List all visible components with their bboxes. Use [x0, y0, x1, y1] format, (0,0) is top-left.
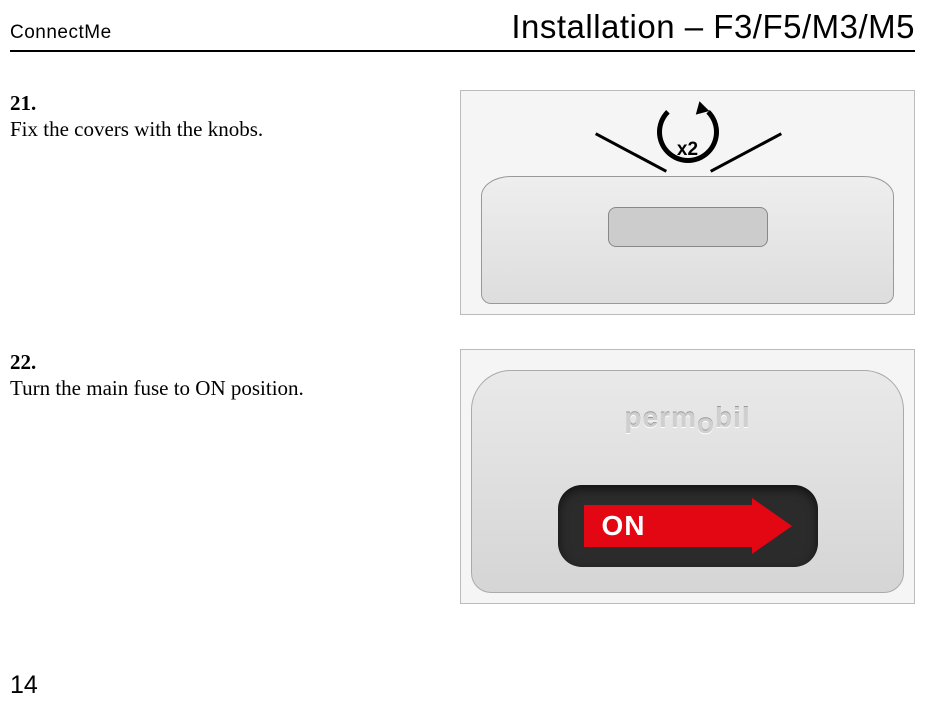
step-21-number: 21.: [10, 90, 430, 116]
permobil-logo: permobil: [624, 402, 750, 434]
on-arrowhead-icon: [752, 498, 792, 554]
page-number: 14: [10, 671, 38, 700]
on-label: ON: [602, 510, 646, 542]
mower-cover-opening: [608, 207, 768, 247]
content-area: 21. Fix the covers with the knobs. x2 22…: [0, 52, 925, 604]
header-product-name: ConnectMe: [10, 22, 112, 50]
step-22-body: Turn the main fuse to ON position.: [10, 375, 430, 401]
step-22: 22. Turn the main fuse to ON position. p…: [10, 349, 915, 604]
step-21-body: Fix the covers with the knobs.: [10, 116, 430, 142]
step-22-figure: permobil ON: [460, 349, 915, 604]
fuse-illustration: permobil ON: [460, 349, 915, 604]
header-section-title: Installation – F3/F5/M3/M5: [511, 8, 915, 48]
step-21: 21. Fix the covers with the knobs. x2: [10, 90, 915, 315]
step-21-figure: x2: [460, 90, 915, 315]
knob-count-label: x2: [677, 139, 698, 161]
logo-text-perm: perm: [624, 402, 696, 433]
mower-top-shell: [481, 176, 894, 304]
leader-line-right: [710, 132, 782, 172]
logo-text-o: o: [697, 408, 715, 440]
step-22-number: 22.: [10, 349, 430, 375]
page-header: ConnectMe Installation – F3/F5/M3/M5: [10, 0, 915, 52]
logo-text-bil: bil: [715, 402, 751, 433]
on-direction-arrow: ON: [584, 505, 792, 547]
knob-illustration: x2: [460, 90, 915, 315]
step-22-text: 22. Turn the main fuse to ON position.: [10, 349, 430, 604]
on-arrow-body: ON: [584, 505, 752, 547]
step-21-text: 21. Fix the covers with the knobs.: [10, 90, 430, 315]
